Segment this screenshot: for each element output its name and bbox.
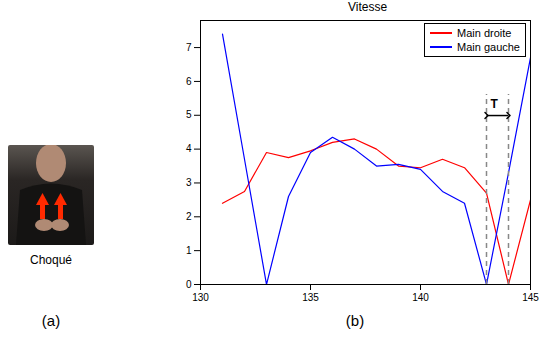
svg-text:7: 7 [186,42,192,53]
html-text:Main gauche: Main gauche [457,41,520,53]
html-text:(b): (b) [345,312,365,329]
svg-text:3: 3 [186,177,192,188]
html-text:Vitesse: Vitesse [347,0,388,14]
svg-text:T: T [491,97,499,111]
svg-text:140: 140 [412,292,429,303]
html-text:Main droite: Main droite [457,27,512,39]
svg-text:1: 1 [186,245,192,256]
html-text:Choqué: Choqué [30,253,72,267]
svg-text:6: 6 [186,76,192,87]
svg-text:145: 145 [522,292,539,303]
svg-text:130: 130 [192,292,209,303]
svg-text:2: 2 [186,211,192,222]
html-text:(a): (a) [41,312,61,329]
svg-text:4: 4 [186,143,192,154]
svg-text:135: 135 [302,292,319,303]
svg-text:0: 0 [186,279,192,290]
svg-text:5: 5 [186,109,192,120]
